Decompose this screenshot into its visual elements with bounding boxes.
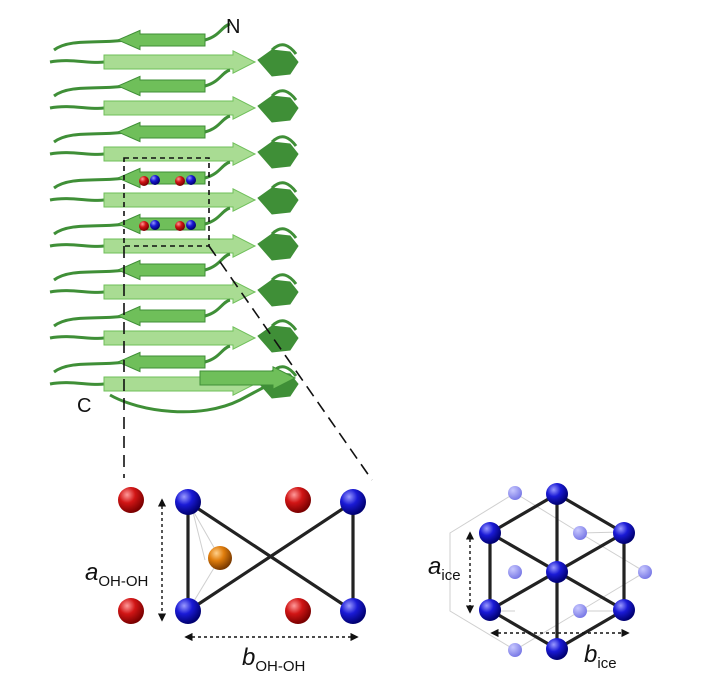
coil-loop [53,360,126,374]
coil-loop [270,181,298,193]
coil-loop [53,84,126,98]
oxygen-sphere [175,176,185,186]
hydroxyl-sphere [340,598,366,624]
coil-loop [270,227,298,239]
ice-oxygen-sphere [479,522,501,544]
coil-loop [53,38,126,52]
coil-loop [204,252,231,272]
zoom-line-right [208,245,373,481]
beta-strand [116,305,206,327]
coil-loop [270,135,298,147]
hydroxyl-sphere [150,175,160,185]
hydroxyl-sphere [150,220,160,230]
beta-strand [103,187,257,213]
hydroxyl-sphere [186,220,196,230]
oxygen-sphere [118,487,144,513]
hydroxyl-motif: aOH-OH bOH-OH [85,487,366,675]
coil-loop [204,114,231,134]
threonine-ladder-spheres [139,175,196,231]
beta-strand [103,279,257,305]
coil-loop [53,222,126,236]
turn-region [257,187,299,215]
b-ohoh-label: bOH-OH [242,644,305,675]
beta-solenoid-protein [49,22,299,414]
ice-oxygen-sphere [546,638,568,660]
ice-ghost-sphere [508,565,522,579]
b-ice-label: bice [584,641,617,672]
ice-ghost-sphere [573,604,587,618]
coil-loop [109,382,271,414]
coil-loop [49,59,105,64]
c-terminus-label: C [77,395,91,417]
coil-loop [270,319,298,331]
hydroxyl-sphere [186,175,196,185]
oxygen-sphere [118,598,144,624]
coil-loop [53,314,126,328]
turn-region [257,325,299,353]
turn-region [257,279,299,307]
hydroxyl-sphere [175,489,201,515]
coil-loop [270,89,298,101]
carbon-sphere [208,546,232,570]
ice-ghost-sphere [508,486,522,500]
a-ohoh-label: aOH-OH [85,559,148,590]
coil-loop [49,381,105,386]
beta-strand [116,75,206,97]
coil-loop [53,130,126,144]
ice-oxygen-sphere [613,522,635,544]
turn-region [257,141,299,169]
turn-region [257,95,299,123]
coil-loop [49,243,105,248]
beta-strand [103,95,257,121]
coil-loop [49,105,105,110]
turn-region [257,49,299,77]
coil-loop [204,206,231,226]
oxygen-sphere [285,487,311,513]
ice-oxygen-sphere [546,561,568,583]
hydroxyl-sphere [340,489,366,515]
beta-strand [103,141,257,167]
oxygen-sphere [139,221,149,231]
beta-strand [116,351,206,373]
coil-loop [204,344,231,364]
coil-loop [49,197,105,202]
selection-box [123,157,210,247]
oxygen-sphere [285,598,311,624]
coil-loop [53,176,126,190]
hydroxyl-sphere [175,598,201,624]
ice-ghost-sphere [638,565,652,579]
oxygen-sphere [175,221,185,231]
coil-loop [270,43,298,55]
coil-loop [204,68,231,88]
beta-strand [103,325,257,351]
ice-oxygen-sphere [613,599,635,621]
coil-loop [49,335,105,340]
beta-strand [116,121,206,143]
beta-strand [103,49,257,75]
ice-oxygen-sphere [479,599,501,621]
coil-loop [49,289,105,294]
ice-ghost-sphere [508,643,522,657]
beta-strand [199,365,297,391]
coil-loop [53,268,126,282]
coil-loop [204,298,231,318]
ice-oxygen-sphere [546,483,568,505]
coil-loop [204,22,231,42]
beta-strand [116,29,206,51]
a-ice-label: aice [428,553,461,584]
coil-loop [270,273,298,285]
oxygen-sphere [139,176,149,186]
beta-strand [116,259,206,281]
ice-lattice: aice bice [428,483,652,672]
turn-region [257,233,299,261]
n-terminus-label: N [226,16,240,38]
motif-bonds [186,500,355,613]
coil-loop [49,151,105,156]
ice-ghost-sphere [573,526,587,540]
